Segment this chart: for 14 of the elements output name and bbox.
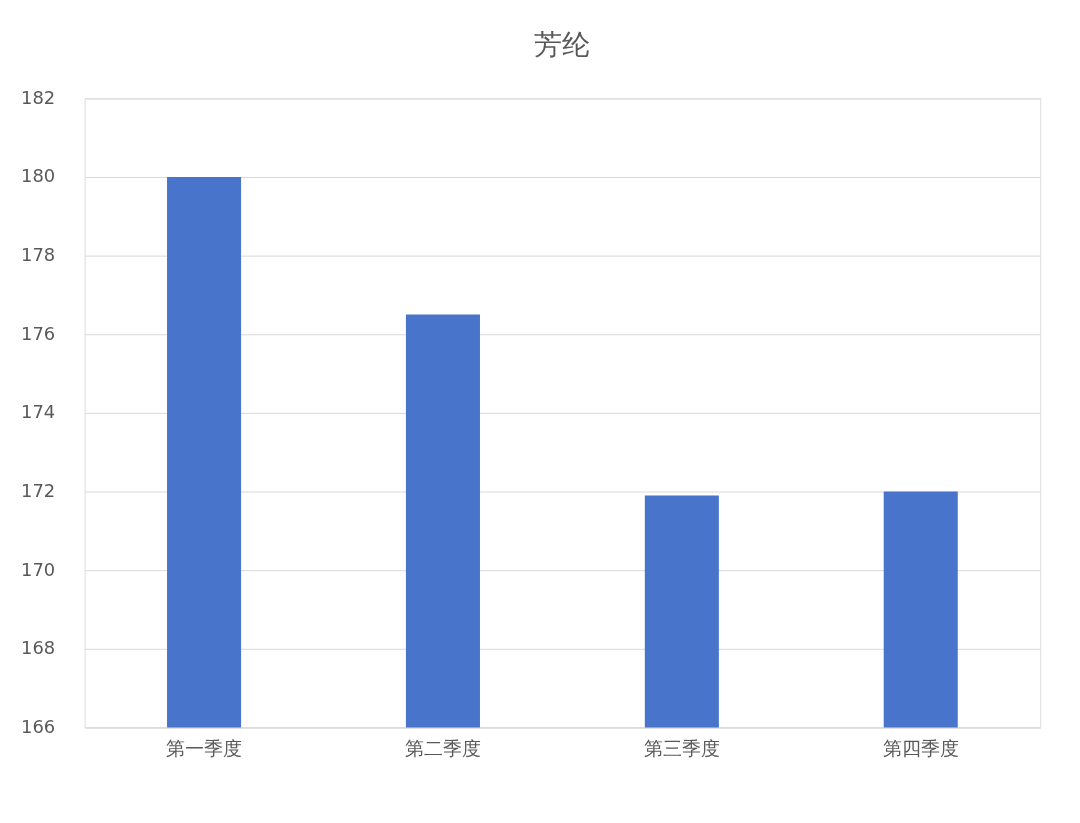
chart-title: 芳纶 [534, 27, 591, 61]
y-tick-label: 174 [21, 401, 56, 423]
y-tick-label: 178 [21, 244, 56, 266]
x-tick-label: 第一季度 [166, 736, 243, 759]
y-tick-label: 182 [21, 86, 56, 108]
x-tick-label: 第四季度 [882, 736, 959, 759]
y-tick-label: 180 [21, 165, 56, 187]
x-tick-label: 第二季度 [404, 736, 481, 759]
y-tick-label: 168 [21, 637, 56, 659]
x-tick-label: 第三季度 [643, 736, 720, 759]
y-tick-label: 166 [21, 715, 56, 737]
y-tick-label: 176 [21, 322, 56, 344]
y-tick-label: 170 [21, 558, 56, 580]
y-tick-label: 172 [21, 480, 56, 501]
